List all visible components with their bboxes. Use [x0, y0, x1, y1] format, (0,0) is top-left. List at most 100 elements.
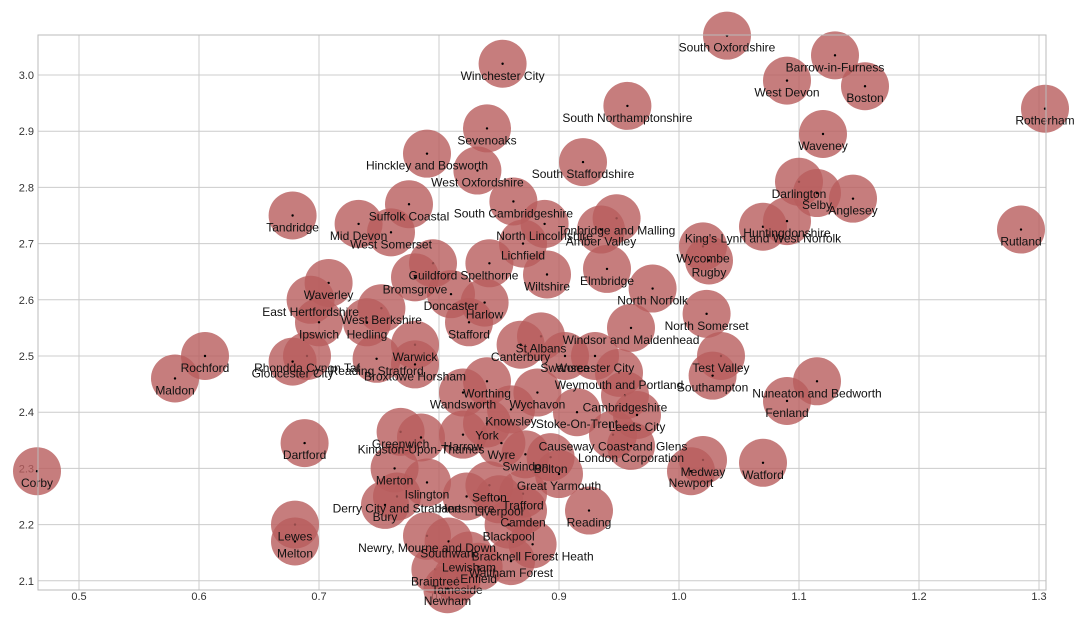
bubble-label: Doncaster	[424, 299, 479, 313]
bubble-label: Islington	[405, 487, 450, 501]
bubble-center-dot	[519, 343, 522, 346]
bubble-label: Wycombe	[676, 251, 730, 265]
x-tick-label: 0.7	[311, 591, 326, 603]
bubble-center-dot	[497, 498, 501, 501]
y-axis-ticks: 2.12.22.32.42.52.62.72.82.93.0	[19, 70, 34, 588]
bubble-center-dot	[711, 374, 714, 377]
bubble-center-dot	[785, 399, 789, 403]
bubble-label: East Hertfordshire	[262, 305, 359, 319]
bubble-label: West Berkshire	[341, 313, 422, 327]
bubble-label: South Oxfordshire	[679, 41, 776, 55]
bubble-center-dot	[465, 495, 468, 498]
bubble-label: King's Lynn and West Norfolk	[685, 232, 842, 246]
bubble-label: Dartford	[283, 448, 326, 462]
bubble-center-dot	[413, 363, 417, 366]
bubble-label: Spelthorne	[460, 268, 518, 282]
bubble-label: Newport	[669, 476, 714, 490]
bubble-center-dot	[833, 54, 837, 57]
bubble-center-dot	[500, 441, 503, 445]
bubble-label: Greenwich	[372, 437, 429, 451]
bubble-label: Watford	[742, 468, 784, 482]
bubble-center-dot	[599, 228, 603, 231]
bubble-label: London Corporation	[578, 451, 684, 465]
bubble-center-dot	[705, 312, 708, 316]
bubble-label: Corby	[21, 476, 53, 490]
bubble-label: Waveney	[798, 139, 848, 153]
bubble-center-dot	[524, 453, 527, 456]
bubble-center-dot	[815, 191, 819, 195]
bubble-label: Wyre	[487, 448, 515, 462]
bubble-label: Enfield	[460, 572, 497, 586]
bubble-label: Lewes	[278, 530, 313, 544]
bubble-label: Reading	[567, 516, 612, 530]
bubble-center-dot	[509, 559, 513, 563]
bubble-label: Boston	[846, 91, 883, 105]
bubble-label: Ipswich	[299, 327, 339, 341]
bubble-center-dot	[707, 259, 711, 262]
bubble-center-dot	[485, 380, 489, 383]
bubble-label: South Cambridgeshire	[454, 206, 574, 220]
bubble-center-dot	[626, 104, 629, 108]
bubble-label: Selby	[802, 198, 832, 212]
bubble-label: Tandridge	[266, 221, 319, 235]
bubble-label: Knowsley	[485, 414, 536, 428]
bubble-center-dot	[689, 470, 693, 473]
bubble-center-dot	[291, 360, 294, 363]
bubble-label: Melton	[277, 546, 313, 560]
bubble-label: Hertsmere	[439, 502, 495, 516]
bubble-center-dot	[425, 152, 429, 155]
bubble-center-dot	[536, 391, 539, 394]
bubble-center-dot	[501, 62, 504, 65]
bubble-label: Harlow	[466, 308, 504, 322]
bubble-center-dot	[1019, 228, 1023, 231]
bubble-center-dot	[461, 433, 465, 436]
bubble-label: Rhondda Cynon Taf	[254, 361, 361, 375]
bubble-center-dot	[587, 509, 591, 512]
bubble-center-dot	[821, 132, 825, 136]
bubble-center-dot	[383, 503, 387, 507]
bubble-label: Nuneaton and Bedworth	[752, 386, 881, 400]
bubble-label: Sefton	[472, 490, 507, 504]
y-tick-label: 2.2	[19, 520, 34, 532]
bubble-label: Liverpool	[475, 504, 524, 518]
bubble-center-dot	[291, 214, 294, 217]
bubble-center-dot	[531, 543, 534, 546]
bubble-center-dot	[389, 231, 393, 234]
bubble-center-dot	[393, 467, 396, 470]
bubble-center-dot	[581, 160, 585, 164]
bubble-label: Stafford	[448, 327, 490, 341]
bubble-label: Elmbridge	[580, 274, 634, 288]
bubble-center-dot	[629, 326, 633, 330]
bubble-label: Barrow-in-Furness	[786, 60, 885, 74]
bubble-label: Great Yarmouth	[517, 479, 601, 493]
bubble-center-dot	[407, 203, 411, 206]
bubble-center-dot	[293, 540, 297, 543]
bubble-label: Southampton	[677, 381, 748, 395]
bubble-center-dot	[785, 219, 789, 223]
bubble-center-dot	[785, 79, 789, 82]
bubble-label: Bromsgrove	[383, 282, 448, 296]
bubble-series	[13, 11, 1069, 614]
bubble-label: West Oxfordshire	[431, 176, 524, 190]
bubble-center-dot	[557, 472, 561, 476]
bubble-label: Bracknell Forest Heath	[472, 549, 594, 563]
bubble-label: Harrow	[444, 440, 483, 454]
bubble-label: Rutland	[1000, 235, 1041, 249]
bubble-label: Test Valley	[692, 361, 749, 375]
x-tick-label: 1.2	[911, 591, 926, 603]
x-tick-label: 0.5	[71, 591, 86, 603]
bubble-label: York	[475, 428, 500, 442]
bubble-label: Causeway Coast and Glens	[539, 440, 688, 454]
bubble-center-dot	[375, 357, 378, 361]
bubble-center-dot	[485, 127, 489, 130]
bubble-label: Southwark	[420, 546, 478, 560]
bubble-label: Fenland	[765, 406, 808, 420]
y-tick-label: 2.8	[19, 182, 34, 194]
bubble-center-dot	[203, 354, 207, 358]
bubble-label: Braintree	[411, 575, 460, 589]
bubble-label: Hedling	[347, 327, 388, 341]
bubble-label: Trafford	[502, 499, 543, 513]
bubble-label: Weymouth and Portland	[555, 378, 684, 392]
x-axis-ticks: 0.50.60.70.80.91.01.11.21.3	[71, 591, 1046, 603]
